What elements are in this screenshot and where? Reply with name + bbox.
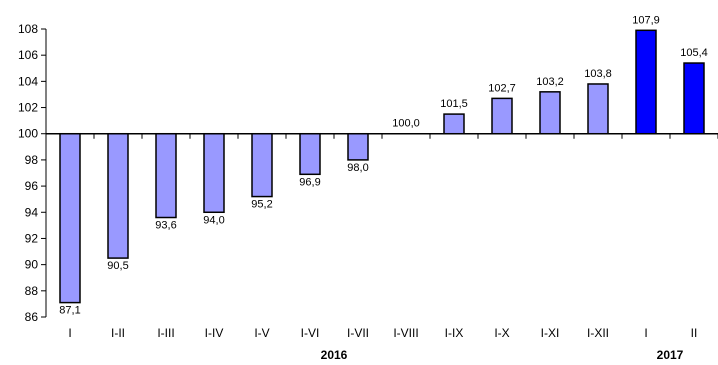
bar xyxy=(443,113,465,135)
x-tick-label: I-VI xyxy=(301,326,320,340)
bar xyxy=(347,132,369,161)
data-label: 90,5 xyxy=(107,260,128,272)
y-tick-label: 100 xyxy=(18,127,38,141)
x-tick-label: I-X xyxy=(494,326,509,340)
y-tick-label: 98 xyxy=(25,153,39,167)
y-axis: 86 88 90 92 94 96 98 100 102 104 106 108 xyxy=(18,22,47,324)
data-label: 98,0 xyxy=(347,162,368,174)
bar xyxy=(107,132,129,259)
x-axis: I I-II I-III I-IV I-V I-VI I-VII I-VIII I-IX I-X I… xyxy=(45,132,718,340)
x-tick-label: I-IV xyxy=(205,326,224,340)
y-tick-label: 102 xyxy=(18,101,38,115)
bar xyxy=(635,29,657,135)
data-label: 102,7 xyxy=(488,82,516,94)
data-label: 93,6 xyxy=(155,220,176,232)
x-tick-label: I-II xyxy=(111,326,125,340)
data-label: 105,4 xyxy=(680,47,708,59)
x-tick-label: I-V xyxy=(254,326,269,340)
y-tick-label: 96 xyxy=(25,179,39,193)
bar xyxy=(299,132,321,176)
bar xyxy=(539,91,561,135)
data-label: 87,1 xyxy=(59,305,80,317)
y-tick-label: 94 xyxy=(25,205,39,219)
x-tick-label: II xyxy=(691,326,698,340)
year-label: 2016 xyxy=(321,348,348,362)
bar xyxy=(683,62,705,135)
y-tick-label: 88 xyxy=(25,284,39,298)
data-label: 103,8 xyxy=(584,68,612,80)
data-label: 96,9 xyxy=(299,176,320,188)
value-labels: 87,1 90,5 93,6 94,0 95,2 96,9 98,0 100,0 101,5 10… xyxy=(59,14,707,316)
x-tick-label: I-VII xyxy=(347,326,369,340)
y-tick-label: 86 xyxy=(25,310,39,324)
x-tick-label: I-VIII xyxy=(393,326,418,340)
bar xyxy=(587,83,609,135)
year-label: 2017 xyxy=(657,348,684,362)
bar xyxy=(491,97,513,135)
bar xyxy=(59,132,81,304)
x-tick-label: I-XI xyxy=(541,326,560,340)
x-tick-label: I xyxy=(68,326,71,340)
data-label: 101,5 xyxy=(440,98,468,110)
y-tick-label: 104 xyxy=(18,74,38,88)
y-tick-label: 108 xyxy=(18,22,38,36)
bar xyxy=(203,132,225,214)
bars xyxy=(59,29,705,304)
y-tick-label: 92 xyxy=(25,231,39,245)
data-label: 94,0 xyxy=(203,214,224,226)
data-label: 100,0 xyxy=(392,118,420,130)
bar xyxy=(251,132,273,198)
x-tick-label: I-IX xyxy=(445,326,464,340)
y-tick-label: 106 xyxy=(18,48,38,62)
x-tick-label: I-III xyxy=(157,326,174,340)
x-tick-label: I-XII xyxy=(587,326,609,340)
x-tick-label: I xyxy=(644,326,647,340)
data-label: 95,2 xyxy=(251,199,272,211)
year-labels: 2016 2017 xyxy=(321,348,684,362)
data-label: 107,9 xyxy=(632,14,660,26)
y-tick-label: 90 xyxy=(25,258,39,272)
data-label: 103,2 xyxy=(536,76,564,88)
bar xyxy=(155,132,177,219)
